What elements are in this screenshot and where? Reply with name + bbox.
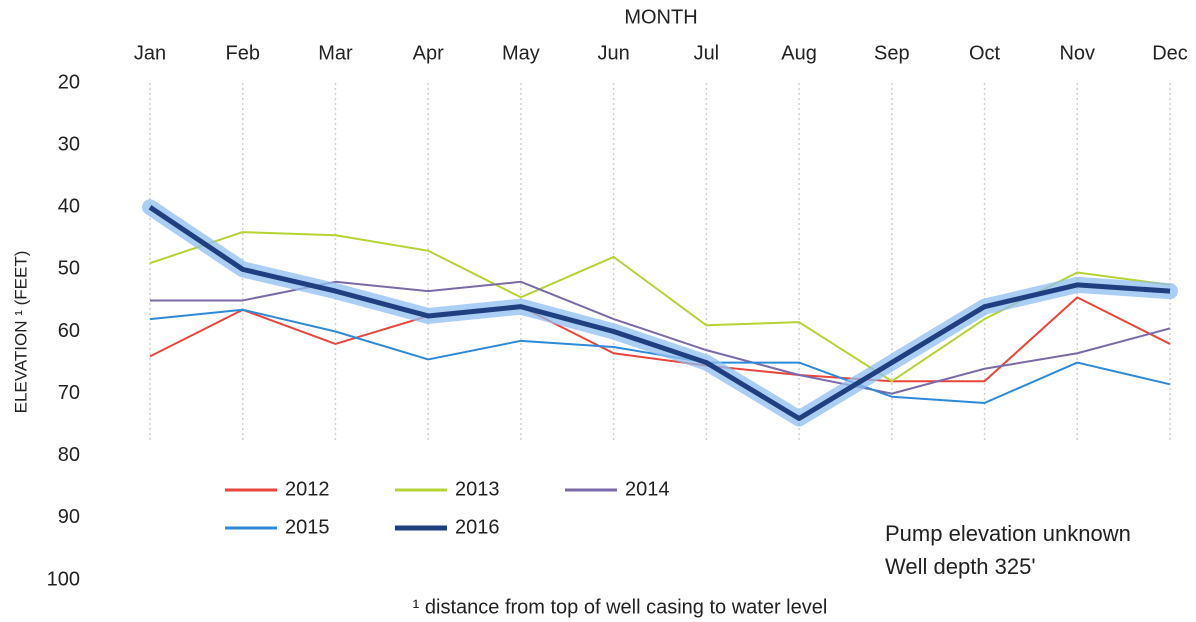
y-tick-label: 70 (58, 382, 80, 404)
y-tick-label: 60 (58, 320, 80, 342)
x-tick-label: Dec (1152, 42, 1188, 64)
x-tick-label: May (502, 42, 540, 64)
line (149, 231, 1171, 383)
legend-label: 2015 (285, 516, 330, 538)
footnote: ¹ distance from top of well casing to wa… (413, 596, 828, 618)
line (148, 205, 1171, 421)
x-tick-label: Aug (781, 42, 817, 64)
legend-label: 2016 (455, 516, 500, 538)
annotation: Well depth 325' (885, 554, 1036, 579)
legend-label: 2014 (625, 478, 670, 500)
x-tick-label: Jun (598, 42, 630, 64)
x-tick-label: Mar (318, 42, 353, 64)
x-axis-label: MONTH (624, 6, 697, 28)
line (149, 296, 1171, 383)
x-tick-label: Sep (874, 42, 910, 64)
x-tick-label: Apr (413, 42, 444, 64)
y-tick-label: 20 (58, 71, 80, 93)
y-axis-label: ELEVATION ¹ (FEET) (11, 251, 30, 414)
line (149, 308, 1171, 404)
y-tick-label: 100 (47, 568, 80, 590)
y-tick-label: 40 (58, 196, 80, 218)
x-tick-label: Nov (1059, 42, 1095, 64)
y-tick-label: 50 (58, 258, 80, 280)
y-tick-label: 80 (58, 444, 80, 466)
annotation: Pump elevation unknown (885, 521, 1131, 546)
x-tick-label: Jul (694, 42, 720, 64)
y-tick-label: 90 (58, 506, 80, 528)
legend-label: 2013 (455, 478, 500, 500)
line-glow (142, 199, 1178, 427)
y-tick-label: 30 (58, 133, 80, 155)
x-tick-label: Jan (134, 42, 166, 64)
x-tick-label: Oct (969, 42, 1001, 64)
legend-label: 2012 (285, 478, 330, 500)
x-tick-label: Feb (225, 42, 259, 64)
